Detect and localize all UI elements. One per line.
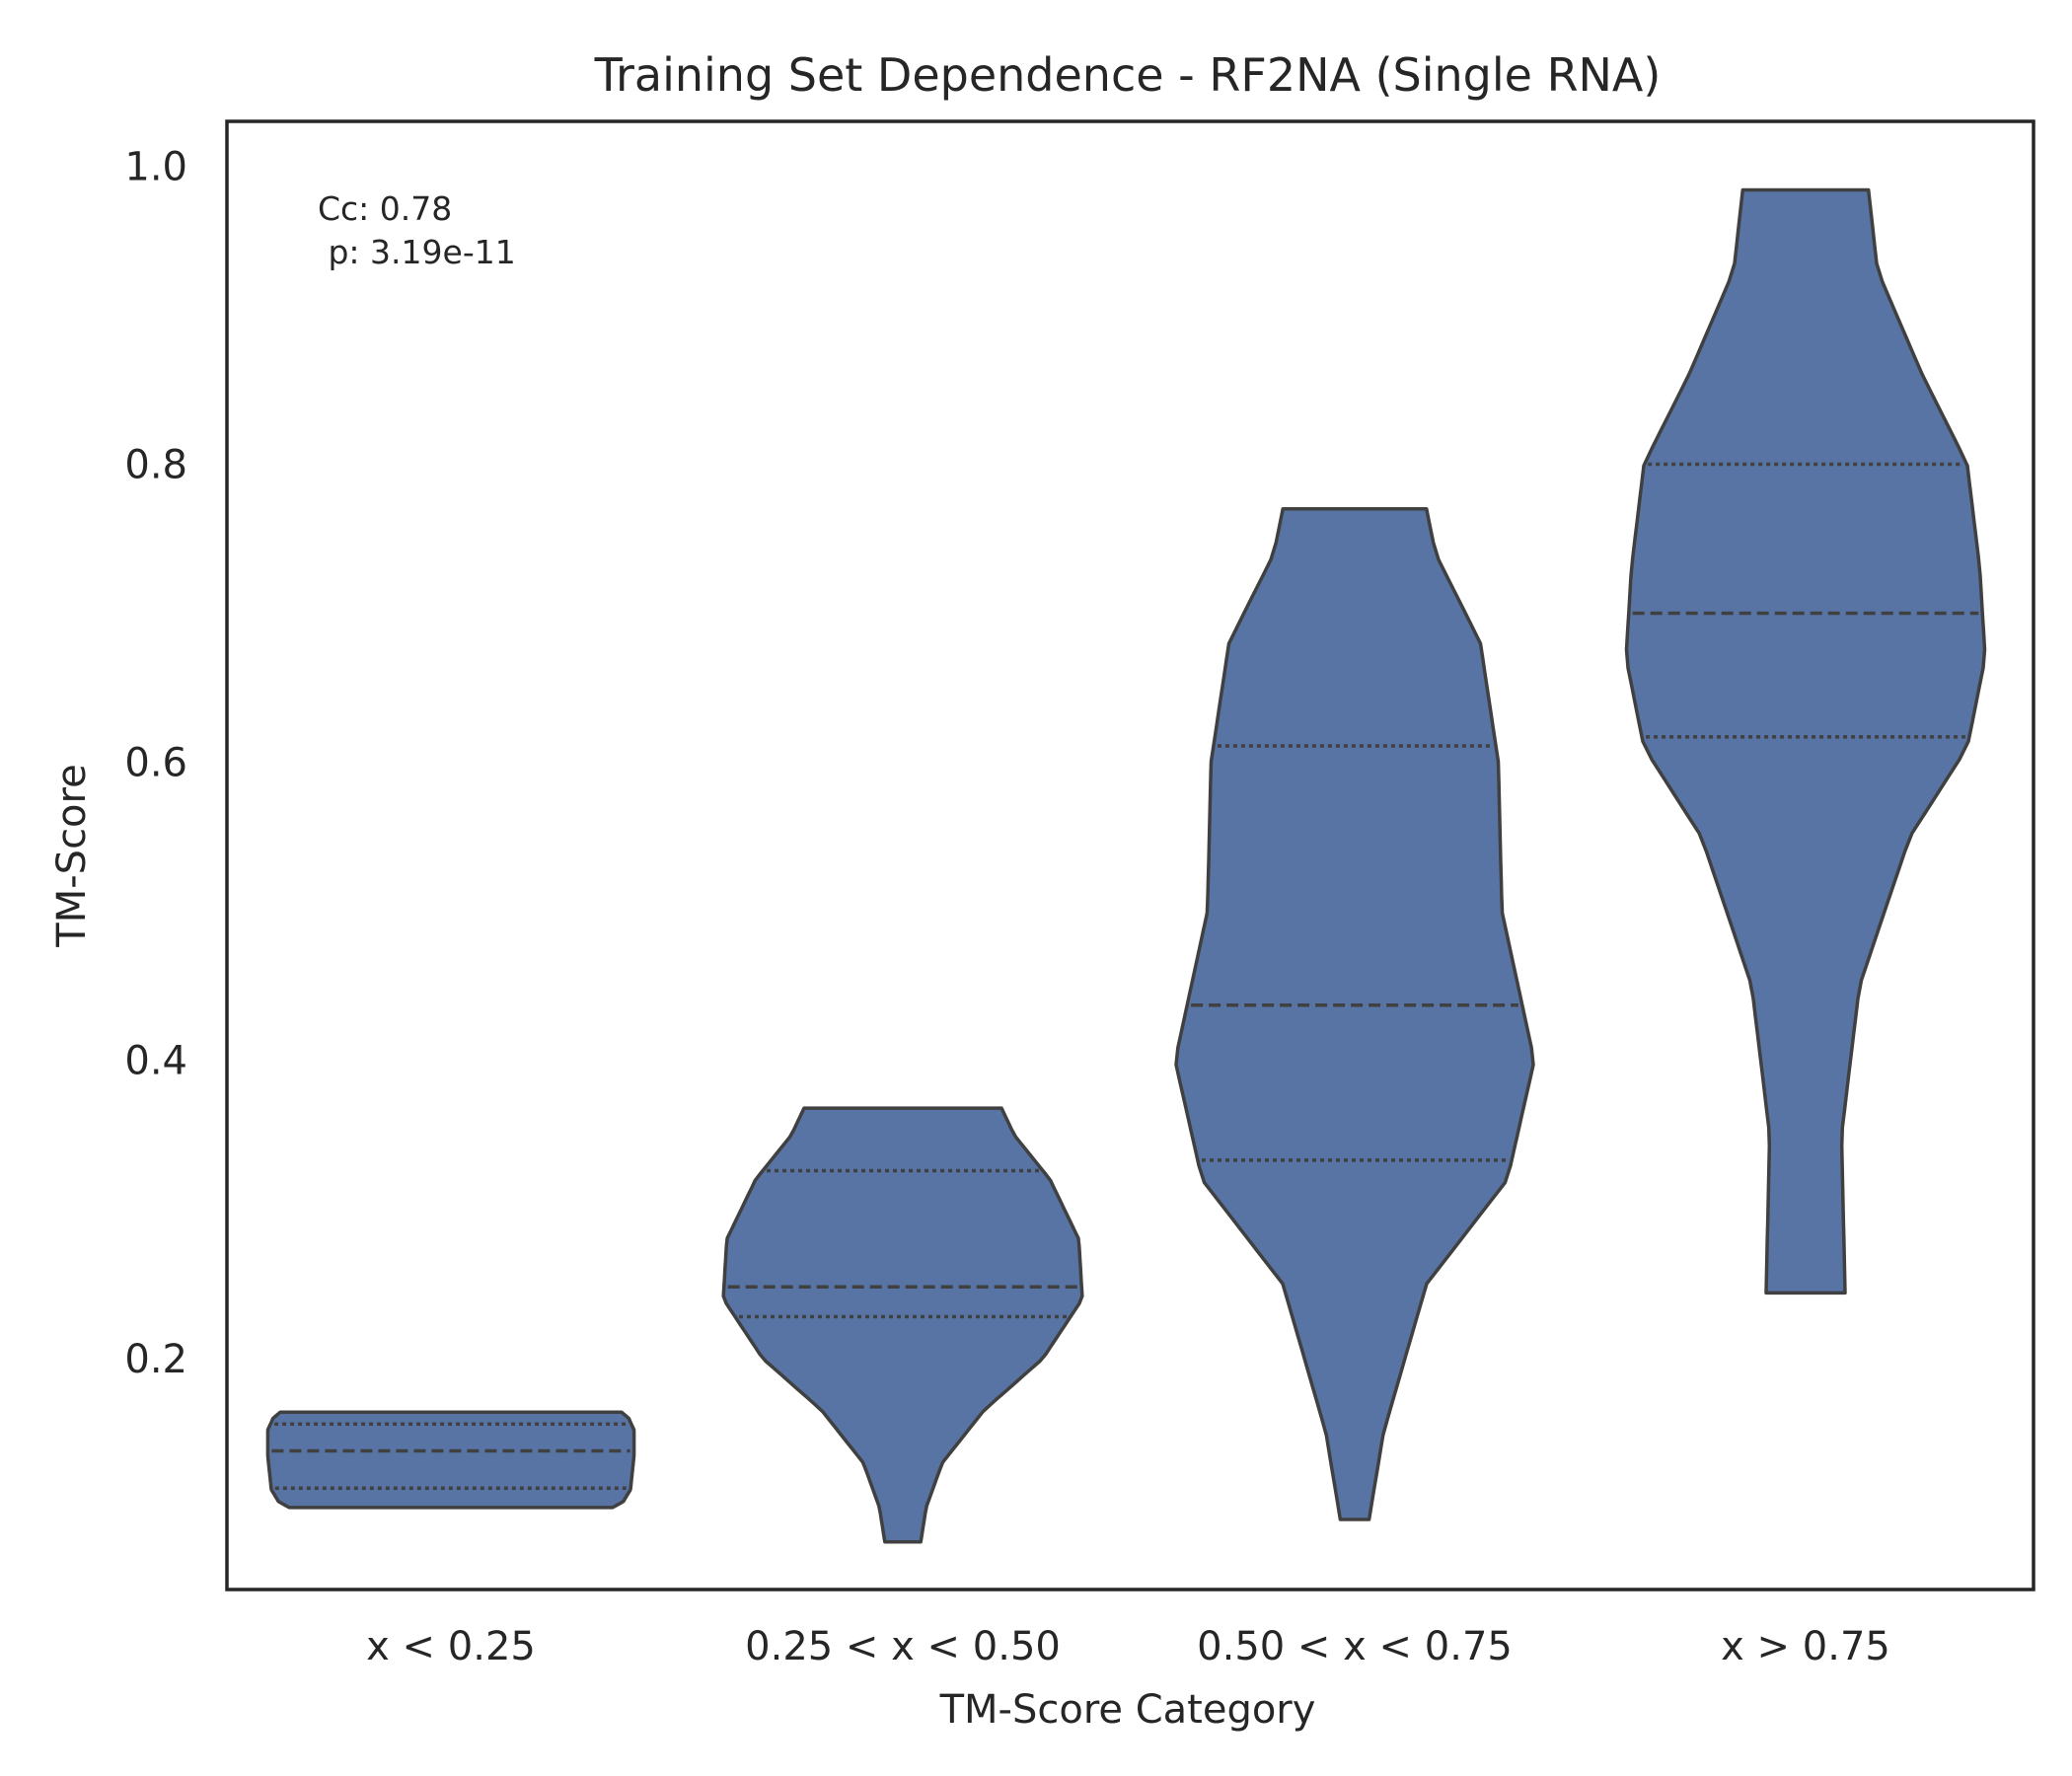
violin-1: [265, 1410, 636, 1510]
violin-4: [1624, 187, 1987, 1295]
y-axis-label: TM-Score: [49, 764, 95, 947]
stats-annotation-cc: Cc: 0.78: [318, 189, 452, 228]
x-tick-label: 0.50 < x < 0.75: [1197, 1624, 1513, 1669]
y-tick-label: 1.0: [124, 144, 187, 189]
x-axis-ticks: x < 0.25 0.25 < x < 0.50 0.50 < x < 0.75 x …: [366, 1624, 1890, 1669]
chart-title: Training Set Dependence - RF2NA (Single …: [594, 48, 1662, 102]
x-tick-label: x > 0.75: [1721, 1624, 1890, 1669]
violin-body: [265, 1410, 636, 1510]
violin-body: [721, 1106, 1084, 1544]
x-tick-label: 0.25 < x < 0.50: [745, 1624, 1061, 1669]
violin-3: [1174, 507, 1535, 1521]
violin-body: [1174, 507, 1535, 1521]
y-tick-label: 0.8: [124, 443, 187, 488]
x-tick-label: x < 0.25: [366, 1624, 536, 1669]
y-tick-label: 0.4: [124, 1039, 187, 1084]
violin-2: [721, 1106, 1084, 1544]
violin-layer: [265, 187, 1987, 1544]
stats-annotation-p: p: 3.19e-11: [318, 233, 516, 271]
x-axis-label: TM-Score Category: [939, 1687, 1316, 1733]
y-tick-label: 0.2: [124, 1337, 187, 1382]
y-tick-label: 0.6: [124, 741, 187, 786]
y-axis-ticks: 0.2 0.4 0.6 0.8 1.0: [124, 144, 187, 1382]
